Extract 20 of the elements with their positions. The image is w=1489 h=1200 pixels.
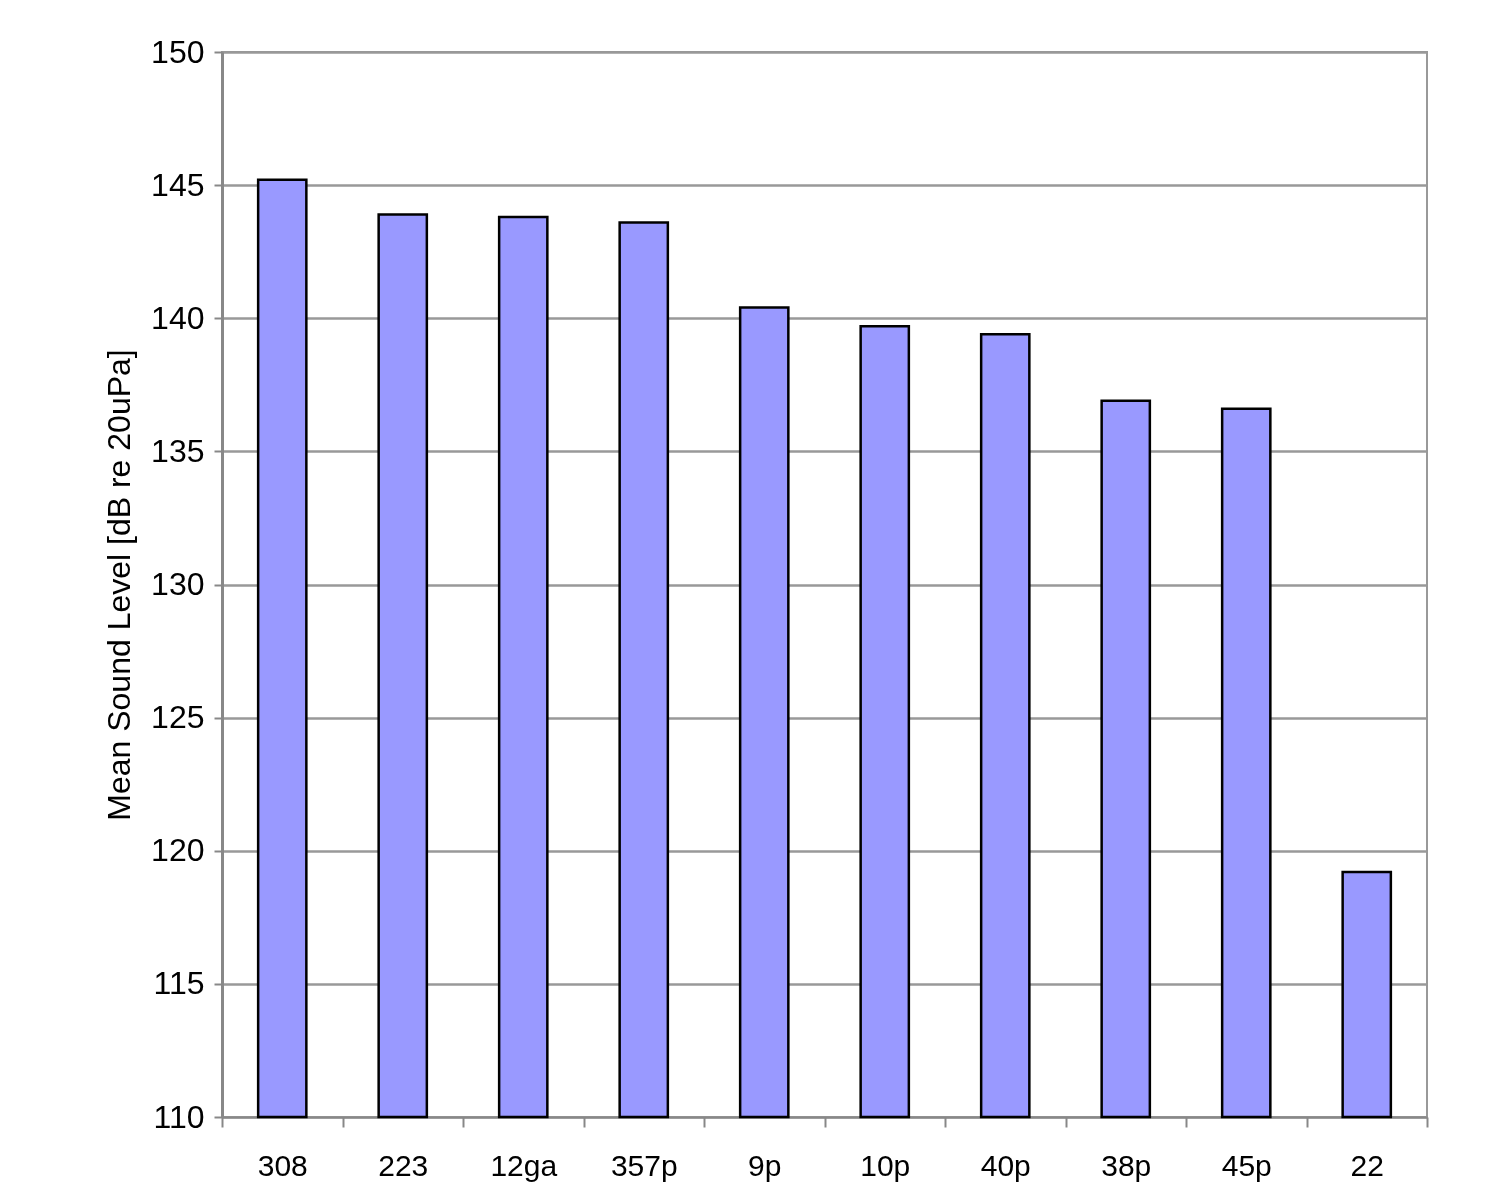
y-tick-label: 120 xyxy=(151,832,205,869)
y-tick-label: 130 xyxy=(151,566,205,602)
y-tick-label: 145 xyxy=(151,166,205,203)
x-tick-label: 40p xyxy=(980,1148,1031,1182)
y-tick-label: 110 xyxy=(153,1098,205,1135)
y-tick-label: 125 xyxy=(151,699,205,736)
y-tick-label: 115 xyxy=(153,965,205,1002)
y-axis-title: Mean Sound Level [dB re 20uPa] xyxy=(101,349,138,821)
x-tick-label: 10p xyxy=(860,1148,911,1182)
x-tick-label: 308 xyxy=(257,1148,308,1182)
y-tick-label: 135 xyxy=(151,432,205,469)
x-tick-label: 22 xyxy=(1350,1148,1384,1182)
y-tick-label: 140 xyxy=(151,299,205,336)
x-tick-label: 223 xyxy=(378,1148,429,1182)
x-tick-label: 357p xyxy=(610,1148,678,1182)
x-tick-label: 38p xyxy=(1101,1148,1152,1182)
x-tick-label: 45p xyxy=(1221,1148,1272,1182)
x-tick-label: 9p xyxy=(748,1148,782,1182)
y-tick-label: 150 xyxy=(151,33,205,70)
x-tick-label: 12ga xyxy=(490,1148,558,1182)
